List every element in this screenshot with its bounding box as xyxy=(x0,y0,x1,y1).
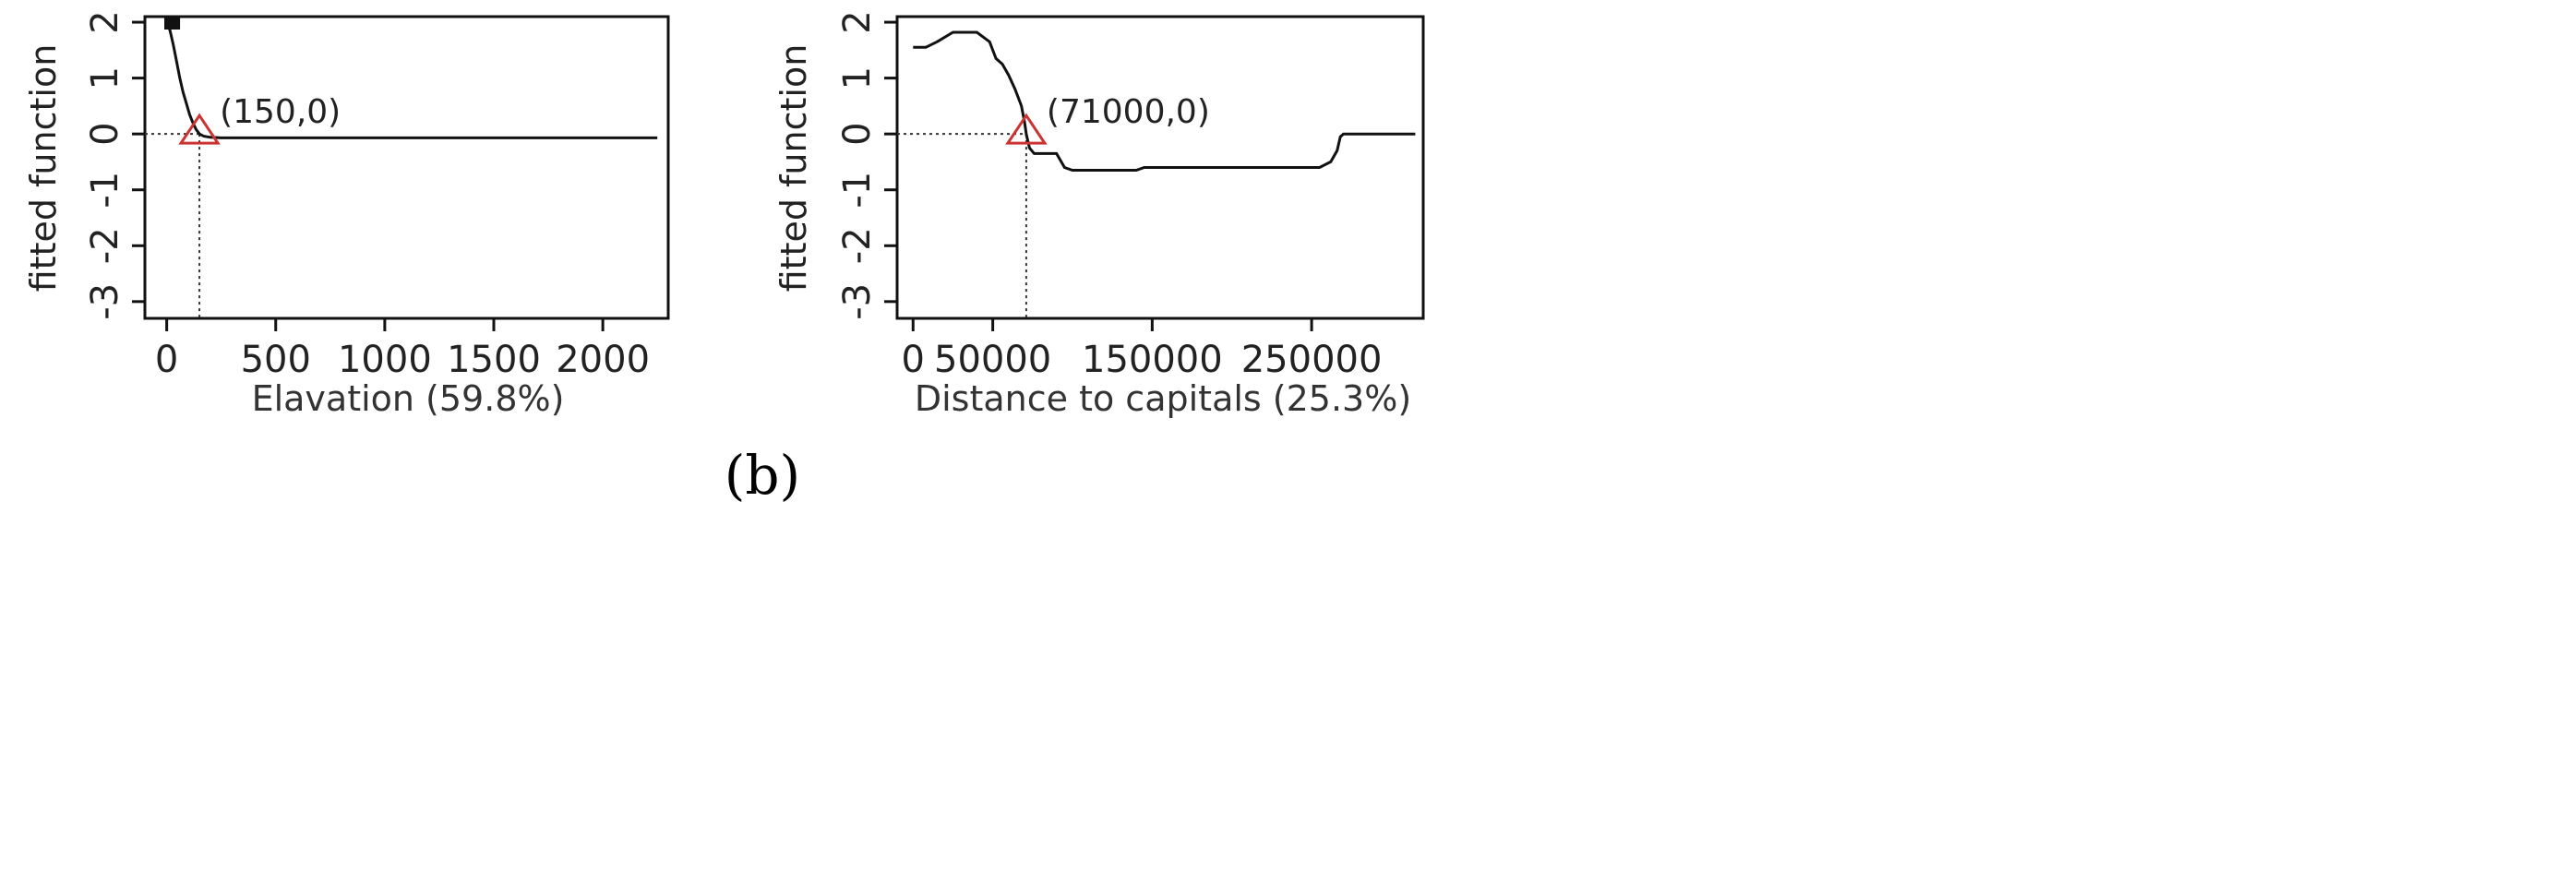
x-tick-label: 2000 xyxy=(556,339,650,381)
x-tick-label: 0 xyxy=(902,339,925,381)
x-tick-label: 250000 xyxy=(1241,339,1383,381)
threshold-marker xyxy=(178,113,221,145)
y-tick-label: -3 xyxy=(836,283,879,320)
y-tick-label: 2 xyxy=(836,10,879,33)
plot-frame xyxy=(895,15,1425,320)
x-tick-label: 1000 xyxy=(338,339,432,381)
y-axis-label: fitted function xyxy=(773,44,814,293)
y-tick-label: -1 xyxy=(84,172,126,209)
y-tick-label: 2 xyxy=(84,10,126,33)
y-tick-label: -1 xyxy=(836,172,879,209)
y-tick-label: 0 xyxy=(836,122,879,145)
y-tick-label: -2 xyxy=(836,227,879,264)
y-tick-label: 1 xyxy=(84,66,126,90)
plot-frame xyxy=(143,15,670,320)
elevation-panel: fitted function Elavation (59.8%) (150,0… xyxy=(23,10,670,419)
panel-label: (b) xyxy=(725,444,800,507)
x-axis-label: Distance to capitals (25.3%) xyxy=(915,378,1411,419)
threshold-annotation: (150,0) xyxy=(220,93,341,131)
y-axis-label: fitted function xyxy=(23,44,64,293)
x-tick-label: 500 xyxy=(241,339,311,381)
y-tick-label: -2 xyxy=(84,227,126,264)
x-tick-label: 1500 xyxy=(447,339,541,381)
y-tick-label: 0 xyxy=(84,122,126,145)
fitted-curve xyxy=(913,30,1416,172)
x-tick-label: 50000 xyxy=(934,339,1051,381)
threshold-marker xyxy=(1005,113,1048,145)
x-axis-label: Elavation (59.8%) xyxy=(252,378,565,419)
threshold-annotation: (71000,0) xyxy=(1047,93,1210,131)
y-tick-label: -3 xyxy=(84,283,126,320)
rug-mark xyxy=(171,17,181,30)
x-tick-label: 150000 xyxy=(1082,339,1223,381)
x-tick-label: 0 xyxy=(155,339,178,381)
y-tick-label: 1 xyxy=(836,66,879,90)
distance-panel: fitted function Distance to capitals (25… xyxy=(773,10,1425,419)
